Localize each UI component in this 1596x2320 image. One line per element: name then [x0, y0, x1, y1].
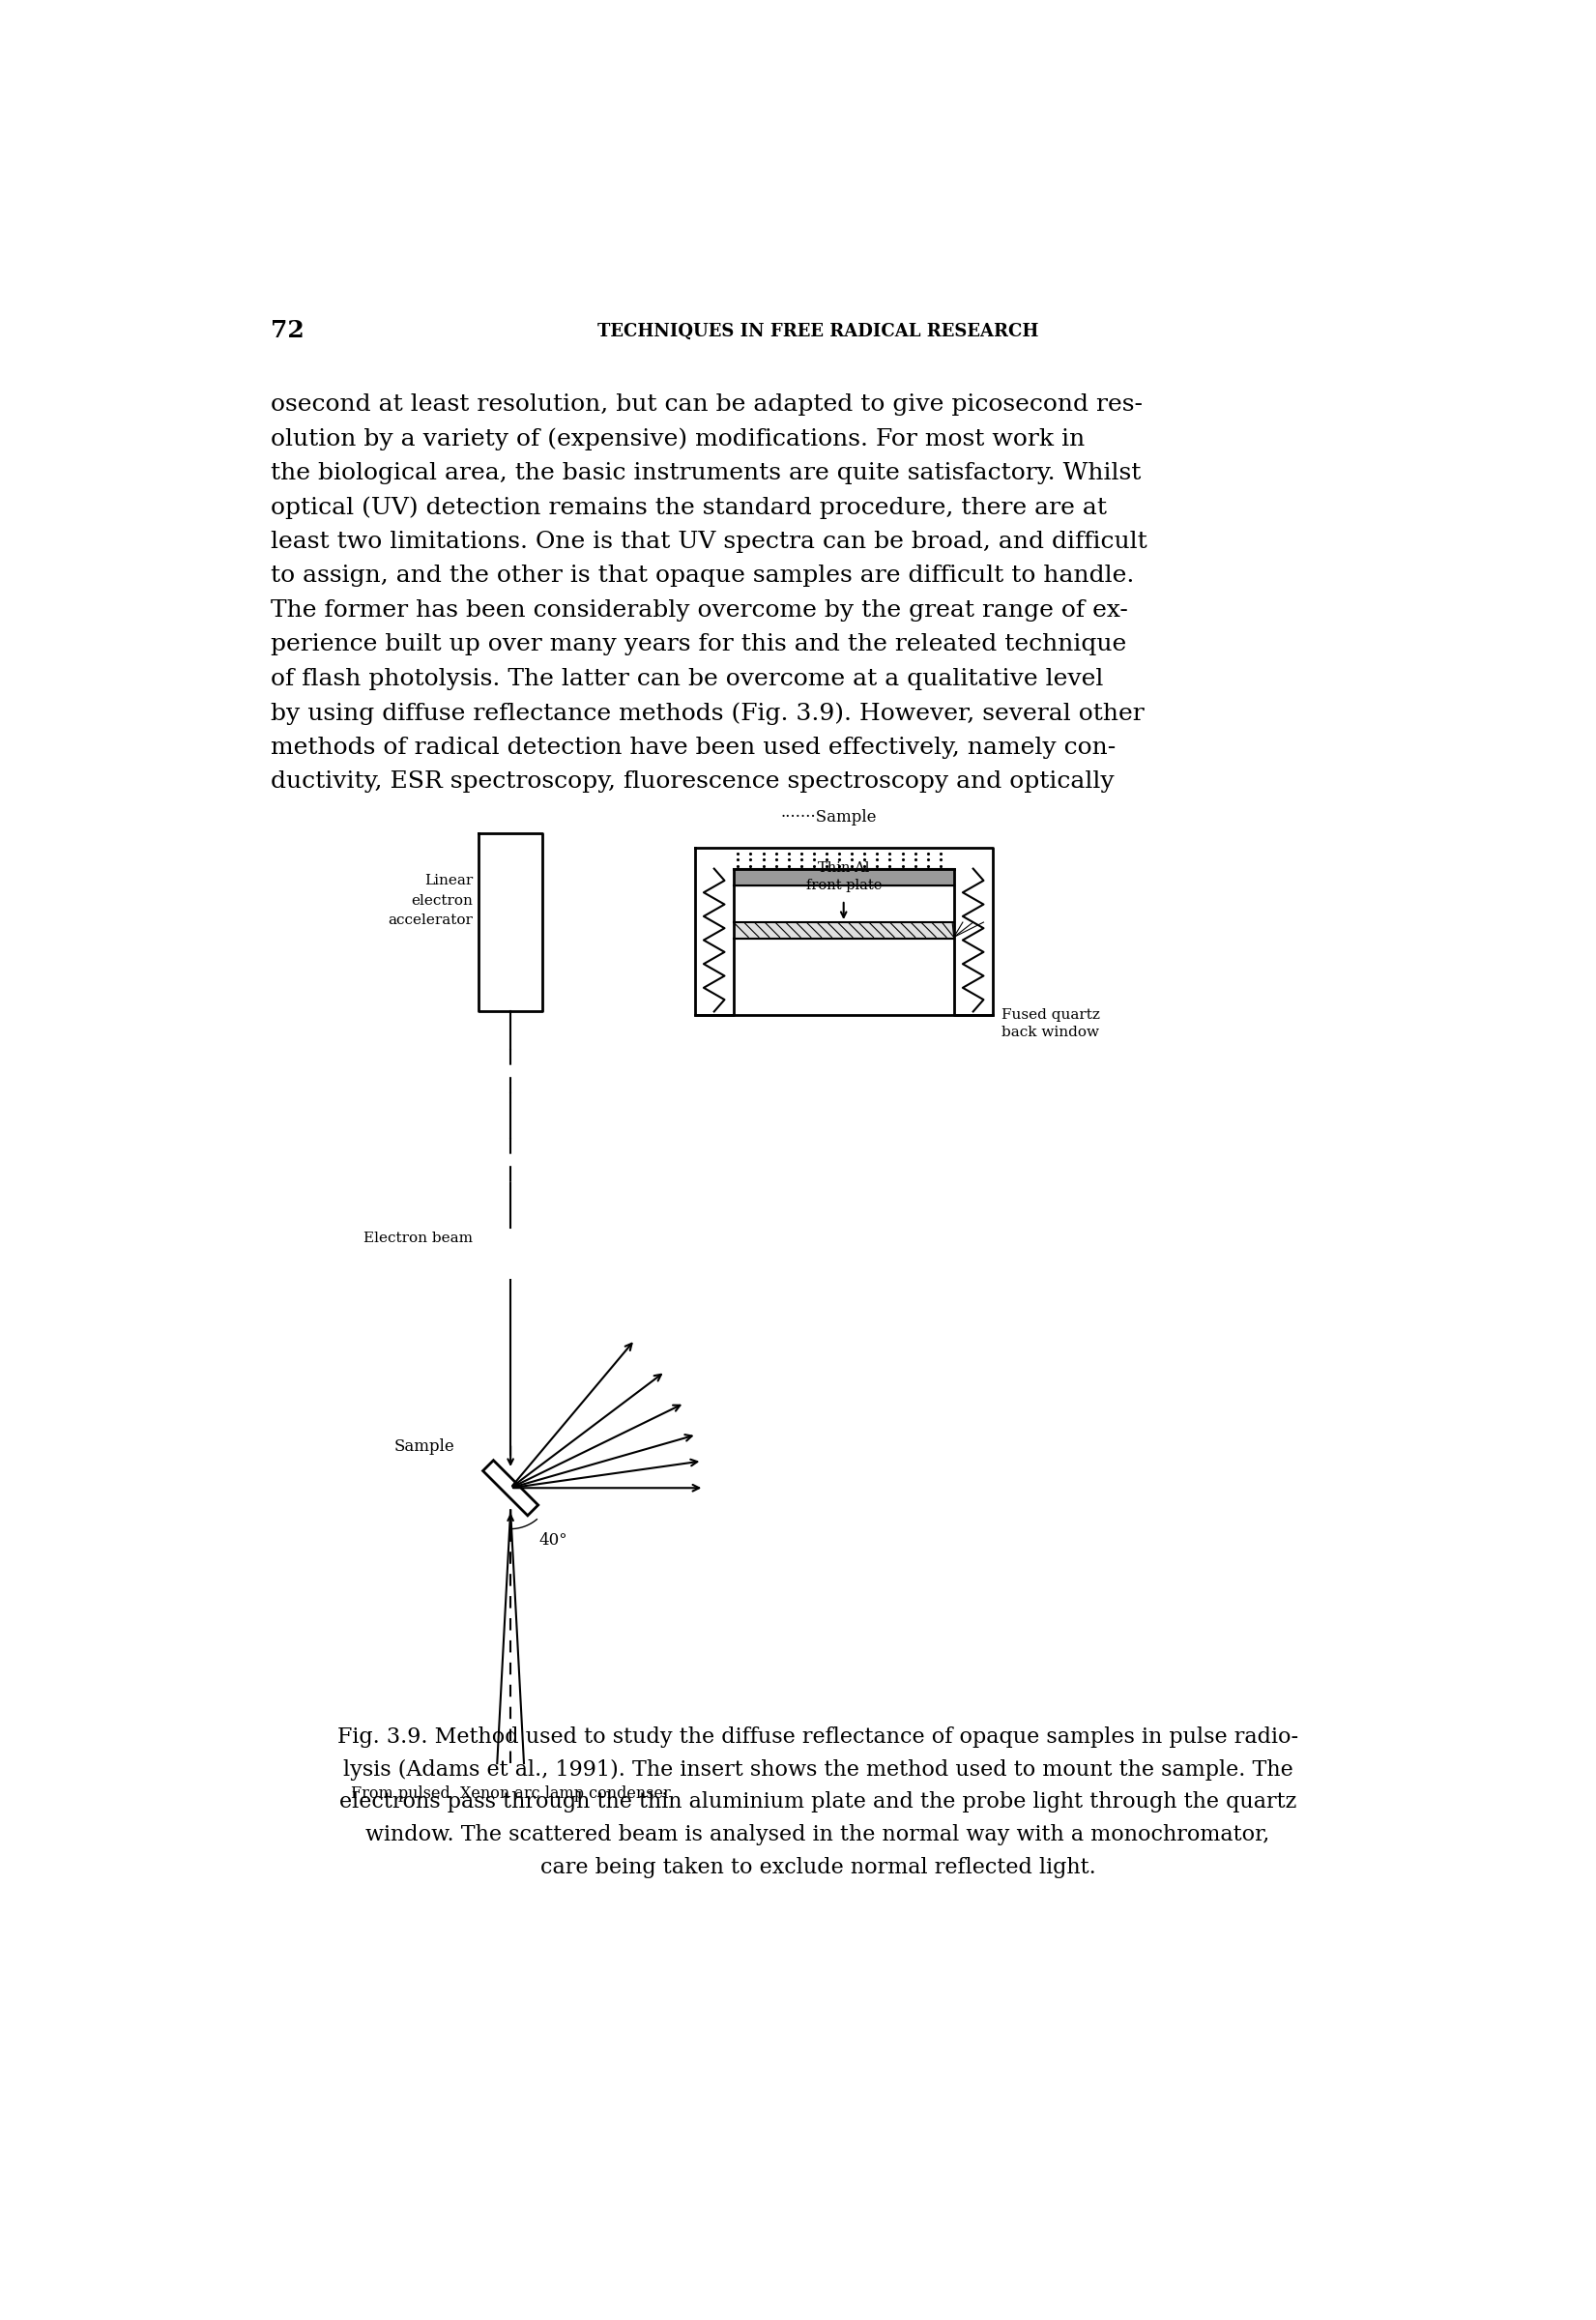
- Text: osecond at least resolution, but can be adapted to give picosecond res-: osecond at least resolution, but can be …: [270, 394, 1143, 415]
- Text: Sample: Sample: [394, 1438, 455, 1455]
- Text: optical (UV) detection remains the standard procedure, there are at: optical (UV) detection remains the stand…: [270, 496, 1106, 520]
- Text: 72: 72: [270, 320, 305, 343]
- Text: the biological area, the basic instruments are quite satisfactory. Whilst: the biological area, the basic instrumen…: [270, 462, 1141, 485]
- Text: window. The scattered beam is analysed in the normal way with a monochromator,: window. The scattered beam is analysed i…: [365, 1824, 1270, 1847]
- Text: Linear
electron
accelerator: Linear electron accelerator: [388, 875, 472, 928]
- Text: 40°: 40°: [539, 1534, 568, 1550]
- Text: olution by a variety of (expensive) modifications. For most work in: olution by a variety of (expensive) modi…: [270, 427, 1085, 450]
- Text: care being taken to exclude normal reflected light.: care being taken to exclude normal refle…: [539, 1856, 1096, 1879]
- Text: Electron beam: Electron beam: [364, 1232, 472, 1244]
- Text: methods of radical detection have been used effectively, namely con-: methods of radical detection have been u…: [270, 735, 1116, 759]
- Text: ·······Sample: ·······Sample: [780, 810, 876, 826]
- Text: of flash photolysis. The latter can be overcome at a qualitative level: of flash photolysis. The latter can be o…: [270, 668, 1103, 689]
- Text: The former has been considerably overcome by the great range of ex-: The former has been considerably overcom…: [270, 599, 1128, 622]
- Text: lysis (Adams et al., 1991). The insert shows the method used to mount the sample: lysis (Adams et al., 1991). The insert s…: [343, 1759, 1293, 1779]
- Polygon shape: [484, 1459, 538, 1515]
- Text: Fig. 3.9. Method used to study the diffuse reflectance of opaque samples in puls: Fig. 3.9. Method used to study the diffu…: [337, 1726, 1299, 1747]
- Text: to assign, and the other is that opaque samples are difficult to handle.: to assign, and the other is that opaque …: [270, 566, 1135, 587]
- Text: From pulsed  Xenon arc lamp condenser: From pulsed Xenon arc lamp condenser: [351, 1786, 670, 1803]
- Text: ductivity, ESR spectroscopy, fluorescence spectroscopy and optically: ductivity, ESR spectroscopy, fluorescenc…: [270, 770, 1114, 793]
- Text: Fused quartz
back window: Fused quartz back window: [1001, 1007, 1100, 1039]
- Text: TECHNIQUES IN FREE RADICAL RESEARCH: TECHNIQUES IN FREE RADICAL RESEARCH: [597, 322, 1039, 341]
- Text: perience built up over many years for this and the releated technique: perience built up over many years for th…: [270, 633, 1127, 657]
- Text: least two limitations. One is that UV spectra can be broad, and difficult: least two limitations. One is that UV sp…: [270, 531, 1148, 552]
- Text: Thin Al
front plate: Thin Al front plate: [806, 861, 881, 891]
- Text: electrons pass through the thin aluminium plate and the probe light through the : electrons pass through the thin aluminiu…: [340, 1791, 1296, 1812]
- Text: by using diffuse reflectance methods (Fig. 3.9). However, several other: by using diffuse reflectance methods (Fi…: [270, 703, 1144, 724]
